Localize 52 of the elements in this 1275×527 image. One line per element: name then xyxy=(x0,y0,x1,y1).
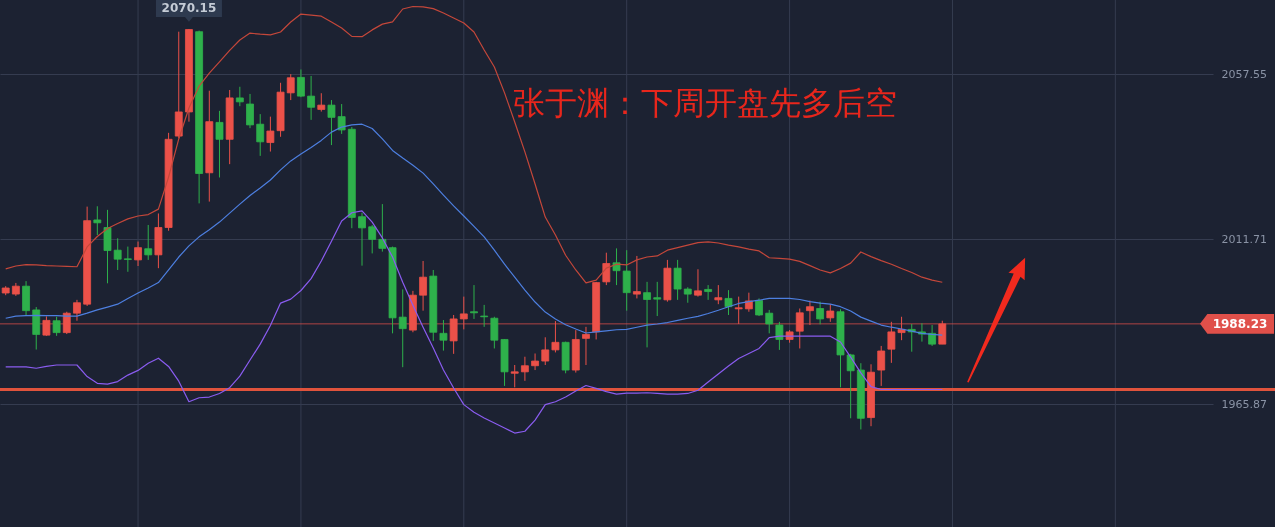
candlestick xyxy=(653,281,662,317)
y-tick-label: 2057.55 xyxy=(1221,67,1267,81)
candlestick xyxy=(928,324,937,347)
candlestick xyxy=(531,352,539,371)
candlestick xyxy=(724,289,733,316)
candlestick xyxy=(144,224,153,261)
candlestick xyxy=(134,241,142,267)
candlestick xyxy=(317,92,326,113)
candlestick xyxy=(368,224,377,254)
candlestick xyxy=(765,309,774,334)
candlestick xyxy=(775,321,784,351)
candlestick xyxy=(235,86,244,107)
candlestick xyxy=(113,237,122,271)
candlestick xyxy=(439,319,448,352)
candlestick xyxy=(398,288,407,368)
candlestick xyxy=(673,259,682,301)
candlestick xyxy=(419,260,427,312)
candlestick xyxy=(632,255,641,299)
ref-line-label: 1988.23 xyxy=(1212,316,1268,331)
candlestick xyxy=(714,284,723,305)
candlestick xyxy=(286,73,295,101)
candlestick xyxy=(358,212,366,267)
candlestick xyxy=(541,336,550,366)
candlestick xyxy=(846,353,855,419)
candlestick xyxy=(582,326,590,366)
line-series xyxy=(5,210,943,434)
candlestick xyxy=(877,345,886,387)
annotation: 2070.15 xyxy=(161,0,217,15)
candlestick xyxy=(510,364,519,388)
candlestick xyxy=(103,209,112,284)
candlestick xyxy=(520,356,529,382)
text: 张于渊：下周开盘先多后空 xyxy=(513,84,897,122)
candlestick xyxy=(622,249,631,312)
y-tick-label: 1965.87 xyxy=(1221,397,1267,411)
candlestick xyxy=(470,284,478,320)
line-series xyxy=(5,5,943,284)
candlestick xyxy=(307,75,316,121)
candlestick xyxy=(480,304,489,328)
candlestick xyxy=(52,316,61,337)
candlestick xyxy=(643,281,651,348)
candlestick xyxy=(123,246,132,273)
candlestick xyxy=(73,299,81,322)
y-tick-label: 2011.71 xyxy=(1221,232,1267,246)
candlestick xyxy=(93,205,102,236)
candlestick xyxy=(602,252,611,286)
candlestick xyxy=(612,247,621,286)
candlestick xyxy=(246,93,254,129)
candlestick xyxy=(704,284,713,301)
candlestick xyxy=(256,113,265,157)
candlestick xyxy=(297,68,305,98)
candlestick xyxy=(215,110,224,178)
candlestick xyxy=(694,268,702,298)
